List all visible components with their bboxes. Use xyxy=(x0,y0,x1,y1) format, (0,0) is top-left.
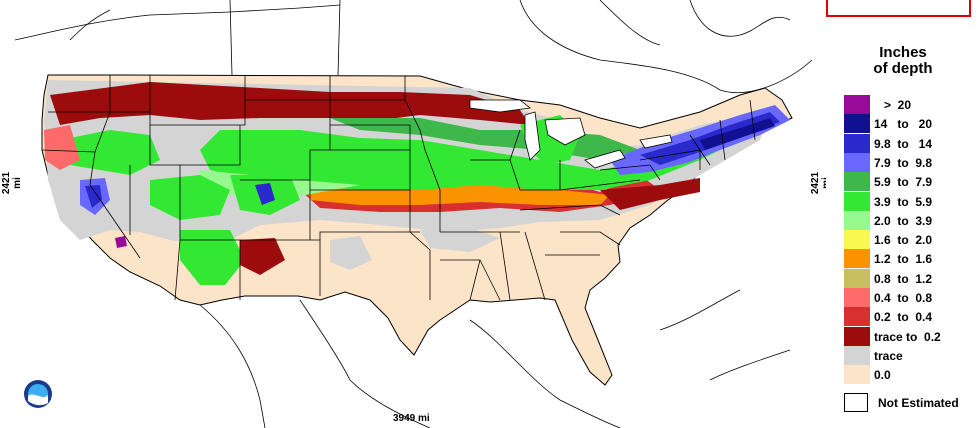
legend-swatch xyxy=(844,210,870,230)
legend-item: > 20 xyxy=(844,95,980,114)
snow-depth-map: 2421 mi 2421 mi 3949 mi xyxy=(0,0,832,428)
legend-label: 7.9 to 9.8 xyxy=(874,155,933,170)
legend-swatch xyxy=(844,114,870,134)
legend-item: 0.0 xyxy=(844,365,980,385)
legend-label: trace xyxy=(874,348,903,363)
legend-swatch xyxy=(844,230,870,250)
legend-title: Inches of depth xyxy=(826,45,980,77)
legend-title-line1: Inches xyxy=(879,44,927,61)
outer-land-outlines xyxy=(14,0,813,428)
legend-item: 3.9 to 5.9 xyxy=(844,191,980,211)
legend-label: 5.9 to 7.9 xyxy=(874,175,933,190)
legend-item: 9.8 to 14 xyxy=(844,133,980,153)
y-scale-label-left: 2421 mi xyxy=(1,171,23,195)
not-estimated-label: Not Estimated xyxy=(878,396,959,410)
legend-swatch xyxy=(844,172,870,192)
legend-item: 7.9 to 9.8 xyxy=(844,152,980,172)
inset-map-frame xyxy=(826,0,971,17)
legend-item: 2.0 to 3.9 xyxy=(844,210,980,230)
legend-swatch xyxy=(844,249,870,269)
legend-item: 1.2 to 1.6 xyxy=(844,249,980,269)
great-lakes xyxy=(469,99,673,169)
legend-label: 0.0 xyxy=(874,368,891,383)
legend-label: trace to 0.2 xyxy=(874,329,941,344)
legend-swatch xyxy=(844,307,870,327)
legend-swatch xyxy=(844,345,870,365)
legend-label: 1.6 to 2.0 xyxy=(874,233,933,248)
legend-title-line2: of depth xyxy=(873,60,933,77)
x-scale-label: 3949 mi xyxy=(393,413,430,424)
legend-label: 1.2 to 1.6 xyxy=(874,252,933,267)
legend-item: 14 to 20 xyxy=(844,114,980,134)
legend-item: trace xyxy=(844,345,980,365)
legend-swatch xyxy=(844,288,870,307)
legend-item: 0.4 to 0.8 xyxy=(844,288,980,307)
legend-swatch xyxy=(844,95,870,114)
legend-not-estimated: Not Estimated xyxy=(844,393,980,413)
legend-label: 0.4 to 0.8 xyxy=(874,291,933,305)
legend-label: 2.0 to 3.9 xyxy=(874,213,933,228)
state-borders xyxy=(41,75,756,301)
legend-swatch xyxy=(844,365,870,385)
legend-panel: Inches of depth > 20 14 to 20 9.8 to 14 7.9… xyxy=(826,0,980,428)
legend-label: 0.2 to 0.4 xyxy=(874,310,933,325)
legend-item: trace to 0.2 xyxy=(844,326,980,346)
legend-swatch xyxy=(844,268,870,288)
legend-item: 0.2 to 0.4 xyxy=(844,307,980,327)
legend-swatch xyxy=(844,326,870,346)
legend-swatch xyxy=(844,191,870,211)
not-estimated-swatch xyxy=(844,393,868,412)
legend-item: 0.8 to 1.2 xyxy=(844,268,980,288)
legend-item: 1.6 to 2.0 xyxy=(844,230,980,250)
legend-item: 5.9 to 7.9 xyxy=(844,172,980,192)
legend-label: 9.8 to 14 xyxy=(874,136,933,151)
legend-label: 3.9 to 5.9 xyxy=(874,194,933,209)
legend-label: 14 to 20 xyxy=(874,117,933,132)
noaa-logo xyxy=(23,379,53,409)
legend-label: 0.8 to 1.2 xyxy=(874,271,933,286)
legend-swatch xyxy=(844,133,870,153)
map-canvas xyxy=(14,0,813,428)
legend-label: > 20 xyxy=(874,98,912,112)
legend-swatch xyxy=(844,152,870,172)
